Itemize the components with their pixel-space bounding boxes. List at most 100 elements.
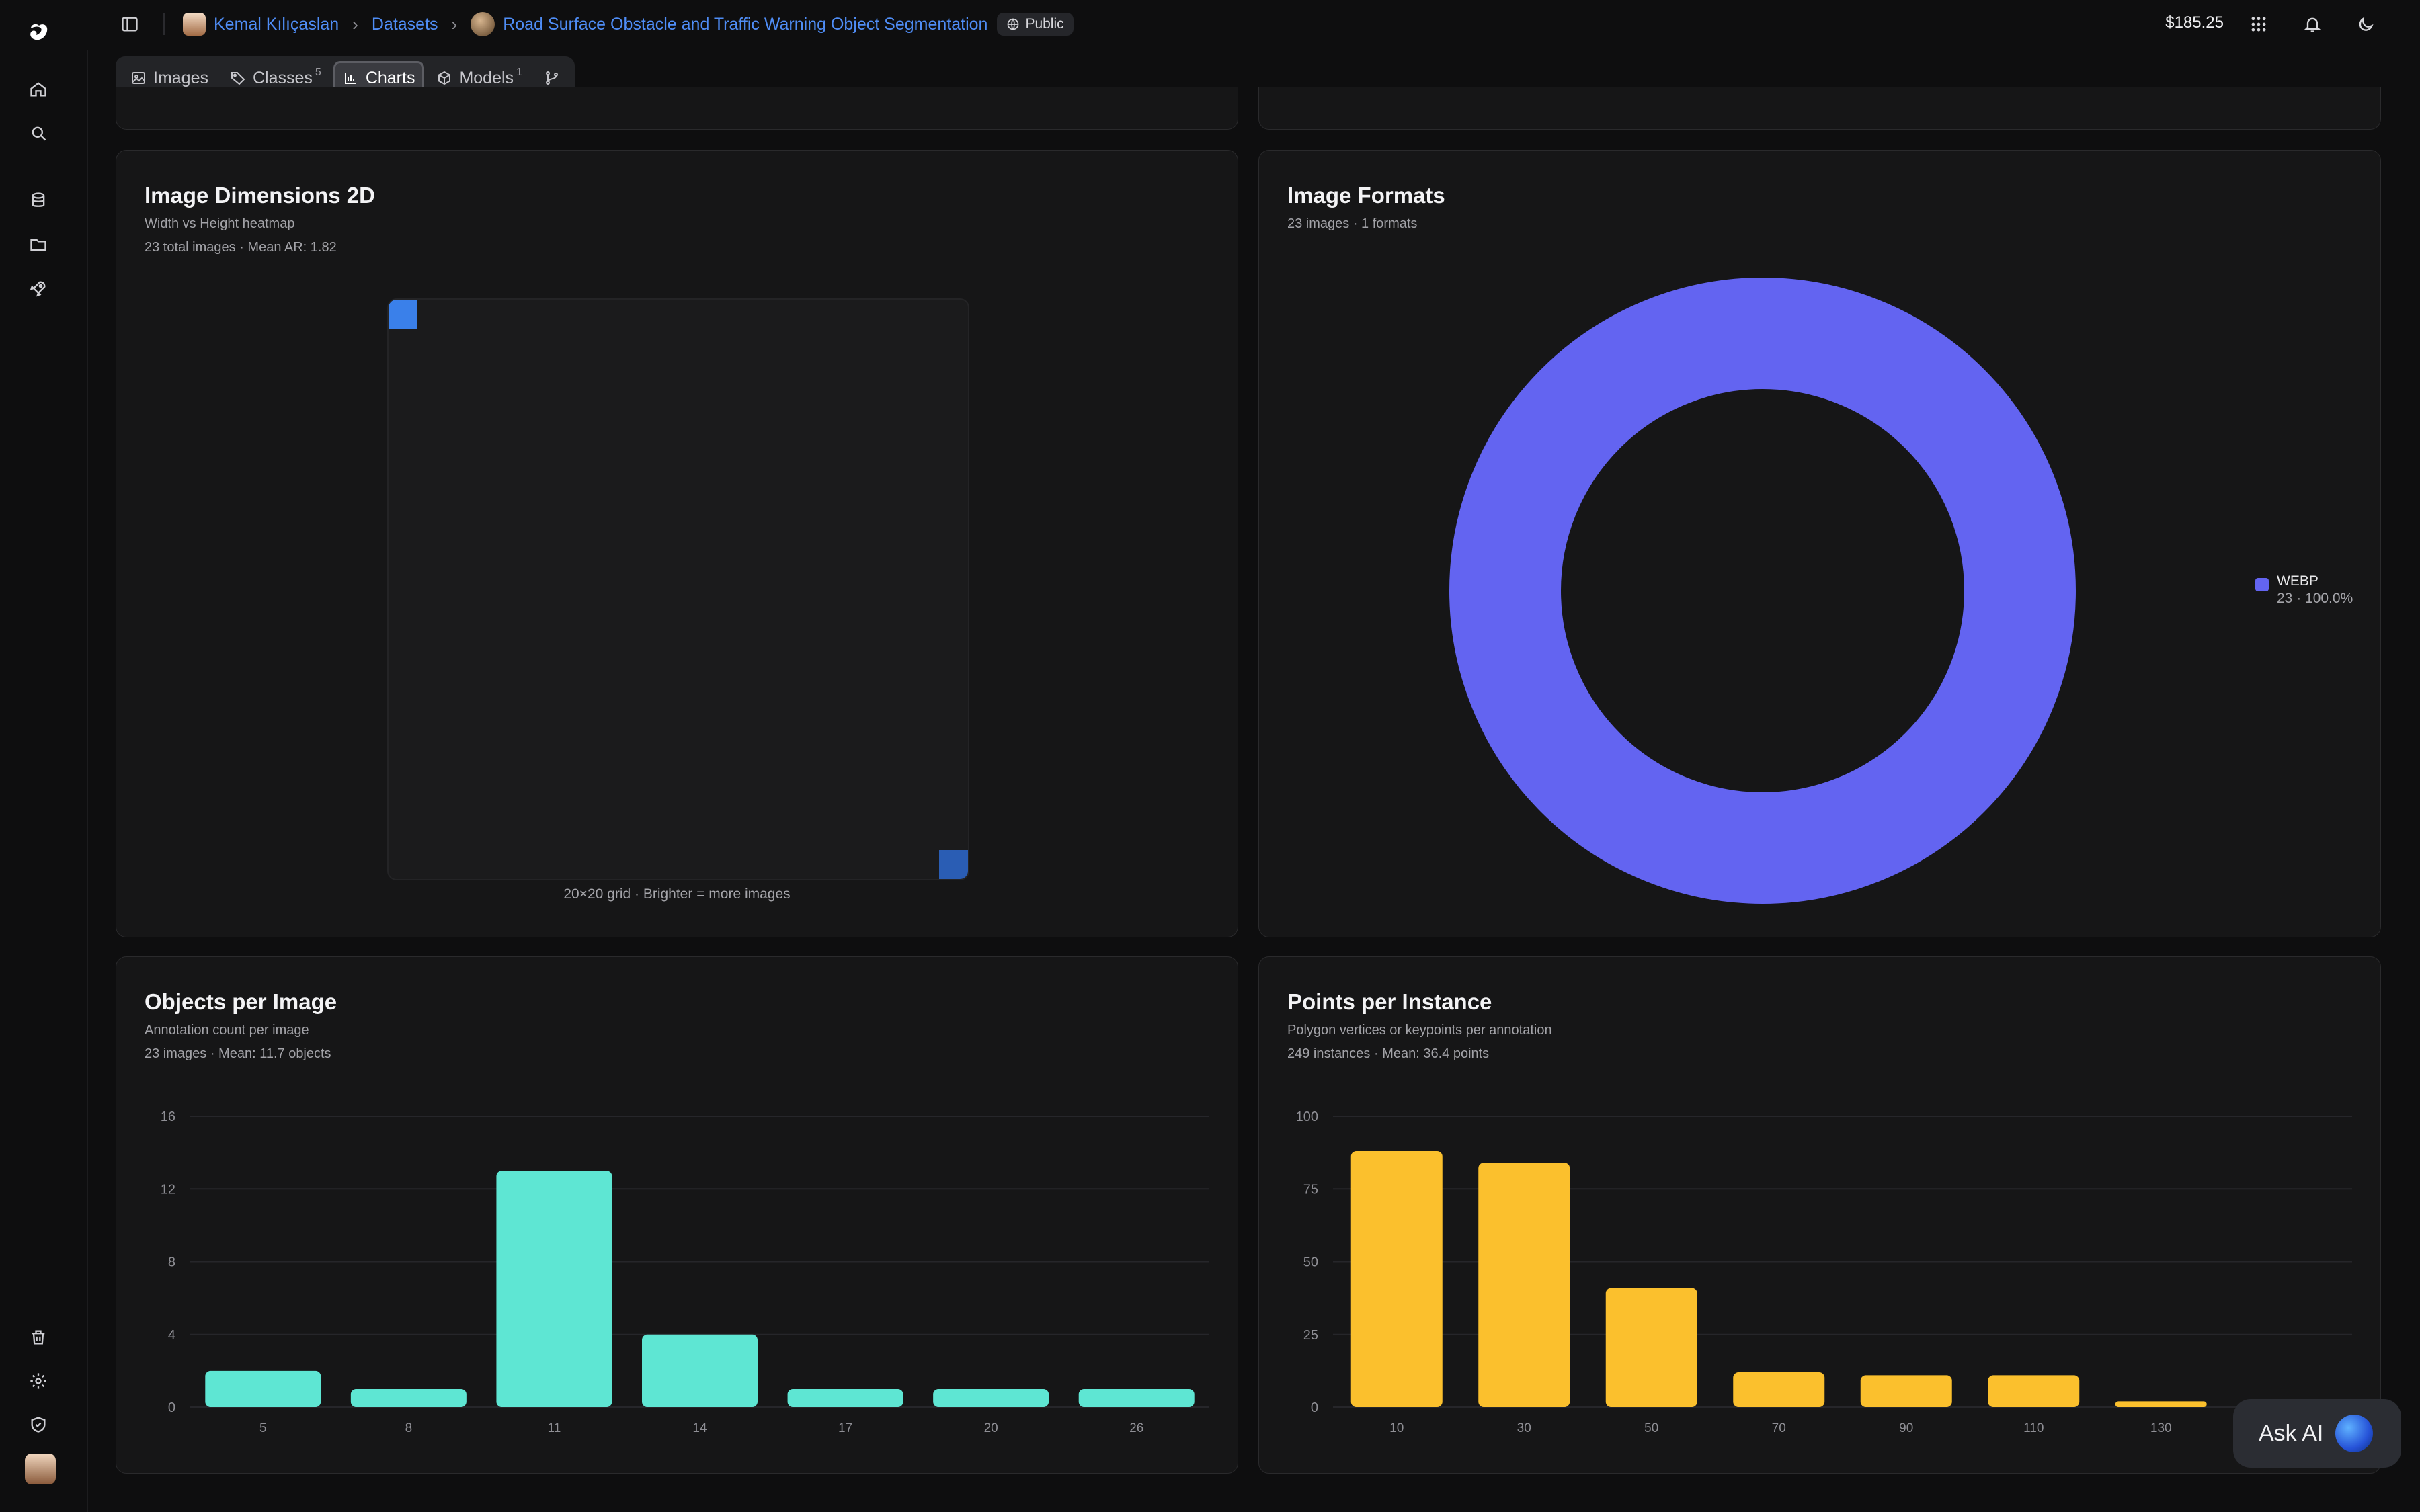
sidebar-toggle-icon[interactable] <box>118 12 142 36</box>
bar[interactable] <box>496 1171 612 1407</box>
y-tick-label: 12 <box>161 1182 175 1197</box>
y-tick-label: 75 <box>1303 1182 1318 1197</box>
visibility-badge: Public <box>997 13 1074 36</box>
bar[interactable] <box>1733 1372 1825 1407</box>
heatmap-cell[interactable] <box>389 300 417 329</box>
objects-bar-chart: 0 4 8 12 16 5 8 11 14 17 20 26 <box>161 1109 1209 1435</box>
y-tick-label: 0 <box>1311 1400 1318 1415</box>
donut-slice-webp[interactable] <box>1449 278 2076 904</box>
tab-versions[interactable] <box>534 61 569 95</box>
image-dimensions-panel: Image Dimensions 2D Width vs Height heat… <box>116 150 1238 937</box>
bar[interactable] <box>350 1388 467 1407</box>
heatmap-cell[interactable] <box>939 850 968 879</box>
legend-label: WEBP <box>2277 573 2318 589</box>
y-tick-label: 0 <box>168 1400 175 1415</box>
tab-models[interactable]: Models 1 <box>427 61 532 95</box>
x-tick-label: 14 <box>692 1421 707 1435</box>
tab-label: Images <box>153 68 208 87</box>
y-tick-label: 50 <box>1303 1255 1318 1270</box>
breadcrumb-dataset-name[interactable]: Road Surface Obstacle and Traffic Warnin… <box>503 14 988 34</box>
ai-orb-icon <box>2335 1415 2374 1452</box>
panel-title: Objects per Image <box>145 989 337 1014</box>
home-icon[interactable] <box>27 78 50 101</box>
x-tick-label: 11 <box>548 1421 561 1435</box>
folder-icon[interactable] <box>27 233 50 256</box>
left-rail <box>0 0 88 1512</box>
chevron-right-icon: › <box>451 13 458 34</box>
bar[interactable] <box>642 1334 758 1407</box>
search-icon[interactable] <box>27 122 50 144</box>
bar[interactable] <box>1988 1375 2080 1407</box>
tag-icon <box>231 72 245 85</box>
x-tick-label: 8 <box>405 1421 413 1435</box>
balance-display[interactable]: $185.25 <box>2165 13 2224 32</box>
x-tick-label: 30 <box>1517 1421 1531 1435</box>
dataset-thumbnail <box>471 12 495 36</box>
panel-stats: 23 images · 1 formats <box>1287 216 1418 231</box>
panel-stats: 23 total images · Mean AR: 1.82 <box>145 240 337 255</box>
rocket-icon[interactable] <box>27 277 50 300</box>
breadcrumb: Kemal Kılıçaslan › Datasets › Road Surfa… <box>183 9 1074 39</box>
dimensions-heatmap <box>387 298 969 880</box>
objects-per-image-panel: Objects per Image Annotation count per i… <box>116 956 1238 1474</box>
shield-icon[interactable] <box>27 1413 50 1436</box>
panel-above-left <box>116 87 1238 130</box>
x-tick-label: 110 <box>2023 1421 2044 1435</box>
x-tick-label: 50 <box>1644 1421 1658 1435</box>
tab-classes[interactable]: Classes 5 <box>220 61 331 95</box>
bar[interactable] <box>1478 1163 1570 1407</box>
tab-images[interactable]: Images <box>121 61 218 95</box>
legend-swatch <box>2255 578 2269 591</box>
bar[interactable] <box>933 1388 1049 1407</box>
bar[interactable] <box>787 1388 903 1407</box>
cube-icon <box>438 71 451 85</box>
x-tick-label: 17 <box>838 1421 852 1435</box>
legend-detail: 23 · 100.0% <box>2277 591 2353 606</box>
image-icon <box>132 72 145 84</box>
bell-icon[interactable] <box>2300 12 2325 36</box>
app-logo-icon[interactable] <box>26 19 52 46</box>
format-donut-chart <box>1449 278 2076 904</box>
panel-title: Image Formats <box>1287 183 1445 208</box>
x-tick-label: 26 <box>1129 1421 1143 1435</box>
y-tick-label: 8 <box>168 1255 175 1270</box>
tab-count: 1 <box>516 67 522 78</box>
x-tick-label: 10 <box>1389 1421 1404 1435</box>
divider <box>163 13 165 35</box>
database-icon[interactable] <box>27 189 50 212</box>
donut-legend: WEBP 23 · 100.0% <box>2255 573 2353 607</box>
bar-chart-icon <box>344 73 356 84</box>
y-tick-label: 25 <box>1303 1328 1318 1343</box>
ask-ai-button[interactable]: Ask AI <box>2233 1399 2401 1468</box>
user-avatar[interactable] <box>25 1454 56 1484</box>
y-tick-label: 16 <box>161 1109 175 1124</box>
bar[interactable] <box>1350 1150 1443 1407</box>
breadcrumb-datasets[interactable]: Datasets <box>371 14 438 34</box>
points-per-instance-panel: Points per Instance Polygon vertices or … <box>1258 956 2381 1474</box>
x-tick-label: 130 <box>2150 1421 2172 1435</box>
bar[interactable] <box>1605 1288 1697 1407</box>
git-branch-icon <box>545 71 558 85</box>
tab-label: Models <box>459 68 514 87</box>
bar[interactable] <box>205 1370 321 1407</box>
points-bar-chart: 02550751001030507090110130170 <box>1296 1109 2352 1435</box>
panel-subtitle: Annotation count per image <box>145 1023 309 1038</box>
tab-label: Classes <box>252 68 313 87</box>
bar[interactable] <box>2115 1401 2207 1407</box>
x-tick-label: 70 <box>1772 1421 1786 1435</box>
panel-title: Image Dimensions 2D <box>145 183 375 208</box>
panel-stats: 23 images · Mean: 11.7 objects <box>145 1046 331 1061</box>
moon-icon[interactable] <box>2353 12 2378 36</box>
apps-grid-icon[interactable] <box>2247 12 2271 36</box>
user-avatar-small <box>183 13 206 36</box>
bar[interactable] <box>1078 1388 1195 1407</box>
panel-stats: 249 instances · Mean: 36.4 points <box>1287 1046 1490 1061</box>
visibility-label: Public <box>1025 16 1064 32</box>
panel-above-right <box>1258 87 2381 130</box>
breadcrumb-user[interactable]: Kemal Kılıçaslan <box>214 14 339 34</box>
trash-icon[interactable] <box>27 1326 50 1349</box>
heatmap-caption: 20×20 grid · Brighter = more images <box>563 886 791 902</box>
bar[interactable] <box>1860 1375 1952 1407</box>
y-tick-label: 4 <box>168 1328 175 1343</box>
settings-icon[interactable] <box>27 1370 50 1392</box>
